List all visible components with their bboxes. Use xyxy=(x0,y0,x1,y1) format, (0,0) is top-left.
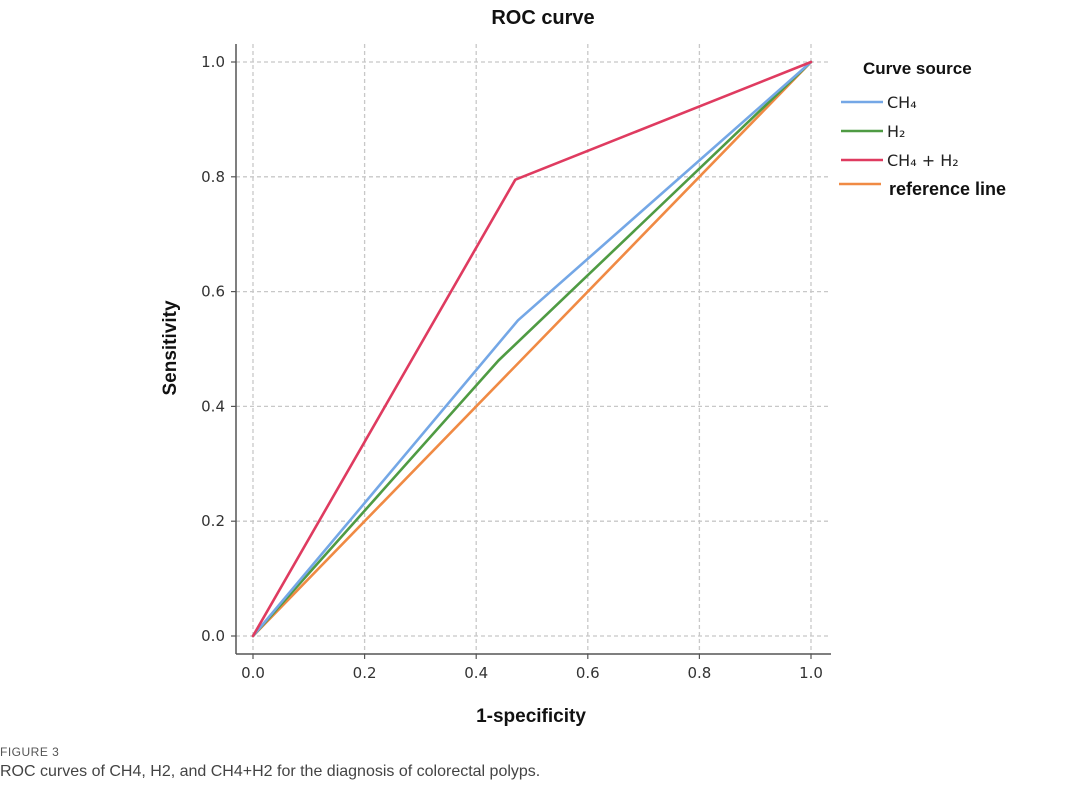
legend-label: CH₄ xyxy=(887,93,917,112)
x-axis-title: 1-specificity xyxy=(476,706,586,727)
grid xyxy=(236,44,831,654)
series-line-3 xyxy=(251,60,813,638)
series-line-1 xyxy=(251,60,813,638)
x-tick-label: 0.4 xyxy=(464,664,488,682)
series-line-2 xyxy=(251,60,813,638)
x-tick-label: 0.2 xyxy=(353,664,377,682)
figure-caption: FIGURE 3 ROC curves of CH4, H2, and CH4+… xyxy=(0,745,1080,781)
x-tick-label: 0.8 xyxy=(687,664,711,682)
y-tick-label: 0.4 xyxy=(201,397,225,415)
x-tick-label: 0.0 xyxy=(241,664,265,682)
series-lines xyxy=(251,60,813,638)
axes xyxy=(235,44,831,655)
legend-label: CH₄ + H₂ xyxy=(887,151,959,170)
x-tick-labels: 0.0 0.2 0.4 0.6 0.8 1.0 xyxy=(241,654,823,682)
series-line-0 xyxy=(251,60,813,638)
x-tick-label: 0.6 xyxy=(576,664,600,682)
y-tick-label: 0.6 xyxy=(201,283,225,301)
legend-title: Curve source xyxy=(863,59,972,78)
figure-label: FIGURE 3 xyxy=(0,745,60,759)
y-tick-label: 0.8 xyxy=(201,168,225,186)
roc-chart: ROC curve 0.0 0.2 0.4 0.6 0.8 1.0 0.00.20.40.… xyxy=(160,7,1006,727)
y-tick-label: 0.2 xyxy=(201,512,225,530)
y-axis-title: Sensitivity xyxy=(160,300,181,395)
y-tick-label: 0.0 xyxy=(201,627,225,645)
legend-label: reference line xyxy=(889,179,1006,199)
legend: Curve source CH₄ H₂ CH₄ + H₂ reference line xyxy=(839,59,1006,199)
y-tick-label: 1.0 xyxy=(201,53,225,71)
legend-label: H₂ xyxy=(887,122,905,141)
chart-title: ROC curve xyxy=(491,7,594,29)
legend-items: CH₄ H₂ CH₄ + H₂ reference line xyxy=(839,93,1006,199)
figure-caption-text: ROC curves of CH4, H2, and CH4+H2 for th… xyxy=(0,763,541,780)
y-tick-labels: 0.0 0.2 0.4 0.6 0.8 1.0 xyxy=(201,53,236,645)
x-tick-label: 1.0 xyxy=(799,664,823,682)
